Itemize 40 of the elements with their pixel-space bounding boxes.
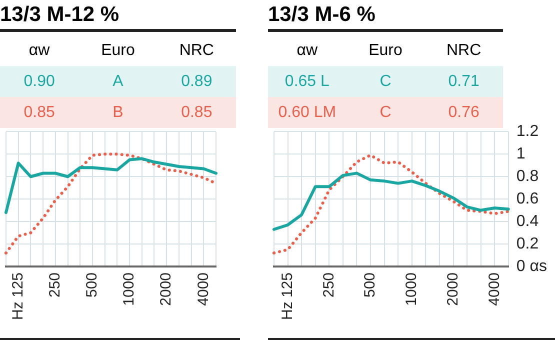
y-tick-label: 1 xyxy=(516,145,526,162)
x-tick-label: 250 xyxy=(46,272,64,298)
y-tick-label: 0.2 xyxy=(516,235,539,252)
text: C xyxy=(346,66,425,97)
text: αw xyxy=(28,41,51,61)
line-series xyxy=(272,154,510,254)
text: 0.60 LM xyxy=(268,97,346,128)
x-tick-label: 2000 xyxy=(444,272,462,306)
text: 0.89 xyxy=(157,66,236,97)
y-tick-label: 1.2 xyxy=(516,123,539,140)
x-tick-label: 500 xyxy=(362,272,379,298)
text: Euro xyxy=(100,41,136,61)
x-tick-label: 4000 xyxy=(486,272,503,306)
text: 0.85 xyxy=(0,97,79,128)
y-tick-label: 0.6 xyxy=(516,190,539,208)
chart-title: 13/3 M-12 % xyxy=(0,0,236,32)
text: A xyxy=(78,66,158,97)
x-tick-label: 1000 xyxy=(120,272,138,306)
text: 0.85 xyxy=(157,97,236,128)
text: 0.65 L xyxy=(268,66,346,97)
y-tick-label: 0.4 xyxy=(516,212,539,230)
x-tick-label: 1000 xyxy=(403,272,420,306)
x-tick-label: 250 xyxy=(320,272,338,298)
y-tick-label: 0.8 xyxy=(516,168,539,185)
text: 0.71 xyxy=(424,66,503,97)
chart-title: 13/3 M-6 % xyxy=(268,0,503,32)
text: 0.90 xyxy=(0,66,79,97)
x-tick-label: 2000 xyxy=(158,272,175,306)
text: NRC xyxy=(178,41,215,61)
y-tick-label: 0 αs xyxy=(516,258,547,275)
x-tick-label: Hz 125 xyxy=(278,272,296,320)
x-tick-label: 500 xyxy=(84,272,101,298)
x-tick-label: Hz 125 xyxy=(9,272,26,320)
text: αw xyxy=(296,41,319,61)
text: B xyxy=(78,97,158,128)
text: 0.76 xyxy=(424,97,503,128)
x-tick-label: 4000 xyxy=(194,272,212,306)
text: Euro xyxy=(368,41,404,61)
text: C xyxy=(346,97,425,128)
text: NRC xyxy=(445,41,482,61)
